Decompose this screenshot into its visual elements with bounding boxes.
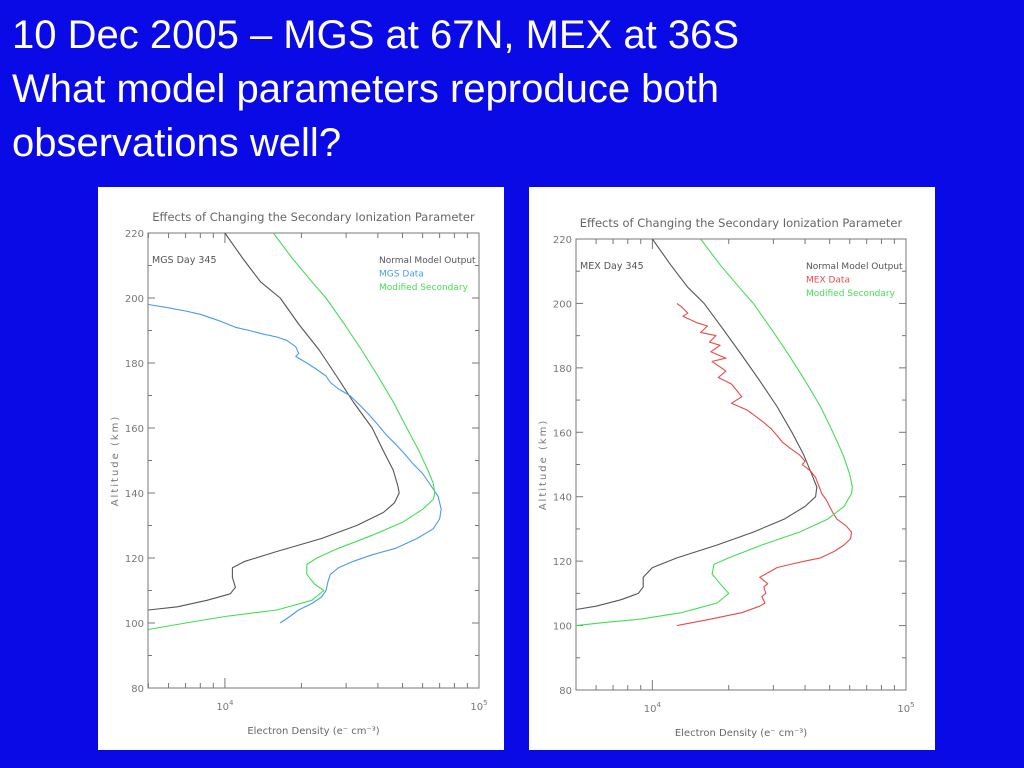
x-axis-label: Electron Density (e⁻ cm⁻³) (247, 726, 379, 737)
y-tick-label: 220 (553, 235, 572, 246)
x-tick-label-exp: 5 (483, 699, 487, 707)
normal-model-output-line (148, 233, 400, 611)
y-tick-label: 120 (125, 554, 144, 565)
y-tick-label: 180 (553, 364, 572, 375)
modified-secondary-line (148, 233, 436, 631)
mgs-chart-panel: Effects of Changing the Secondary Ioniza… (98, 187, 504, 750)
title-line-3: observations well? (12, 121, 342, 165)
mgs-chart: Effects of Changing the Secondary Ioniza… (110, 210, 488, 737)
y-tick-label: 80 (131, 684, 144, 695)
mex-chart-panel: Effects of Changing the Secondary Ioniza… (529, 187, 935, 750)
legend-entry: Modified Secondary (379, 283, 469, 293)
y-tick-label: 160 (553, 428, 572, 439)
y-tick-label: 180 (125, 359, 144, 370)
y-tick-label: 220 (125, 229, 144, 240)
mex-chart: Effects of Changing the Secondary Ioniza… (538, 216, 915, 739)
x-tick-label: 105 (470, 699, 487, 713)
x-tick-label-base: 10 (216, 702, 229, 713)
x-tick-label-base: 10 (470, 702, 483, 713)
normal-model-output-line (576, 239, 818, 611)
x-tick-label-exp: 5 (910, 701, 914, 709)
y-tick-label: 200 (125, 294, 144, 305)
y-axis-label: Altitude (km) (538, 419, 549, 511)
y-tick-label: 200 (553, 299, 572, 310)
y-tick-label: 140 (125, 489, 144, 500)
chart-annotation: MGS Day 345 (152, 255, 217, 266)
x-tick-label-base: 10 (644, 704, 657, 715)
legend-entry: Normal Model Output (806, 262, 903, 272)
mgs-data-line (148, 303, 442, 624)
x-tick-label-base: 10 (897, 704, 910, 715)
y-tick-label: 100 (125, 619, 144, 630)
legend-entry: MEX Data (806, 276, 850, 286)
chart-annotation: MEX Day 345 (580, 261, 644, 272)
x-tick-label: 104 (644, 701, 662, 715)
x-tick-label: 105 (897, 701, 914, 715)
legend-entry: MGS Data (379, 270, 424, 280)
x-axis-label: Electron Density (e⁻ cm⁻³) (675, 728, 807, 739)
chart-title: Effects of Changing the Secondary Ioniza… (580, 216, 903, 230)
y-tick-label: 100 (553, 622, 572, 633)
y-tick-label: 160 (125, 424, 144, 435)
legend-entry: Modified Secondary (806, 289, 896, 299)
y-tick-label: 140 (553, 493, 572, 504)
y-axis-label: Altitude (km) (110, 415, 121, 507)
legend-entry: Normal Model Output (379, 256, 476, 266)
x-tick-label-exp: 4 (229, 699, 234, 707)
slide-title: 10 Dec 2005 – MGS at 67N, MEX at 36S Wha… (12, 8, 739, 170)
x-tick-label-exp: 4 (656, 701, 661, 709)
x-tick-label: 104 (216, 699, 234, 713)
mex-data-line (676, 302, 853, 627)
title-line-1: 10 Dec 2005 – MGS at 67N, MEX at 36S (12, 13, 740, 57)
plot-frame (147, 232, 480, 689)
plot-frame (575, 238, 907, 691)
modified-secondary-line (576, 239, 853, 627)
title-line-2: What model parameters reproduce both (12, 67, 720, 111)
y-tick-label: 80 (559, 686, 572, 697)
y-tick-label: 120 (553, 557, 572, 568)
chart-title: Effects of Changing the Secondary Ioniza… (152, 210, 475, 224)
